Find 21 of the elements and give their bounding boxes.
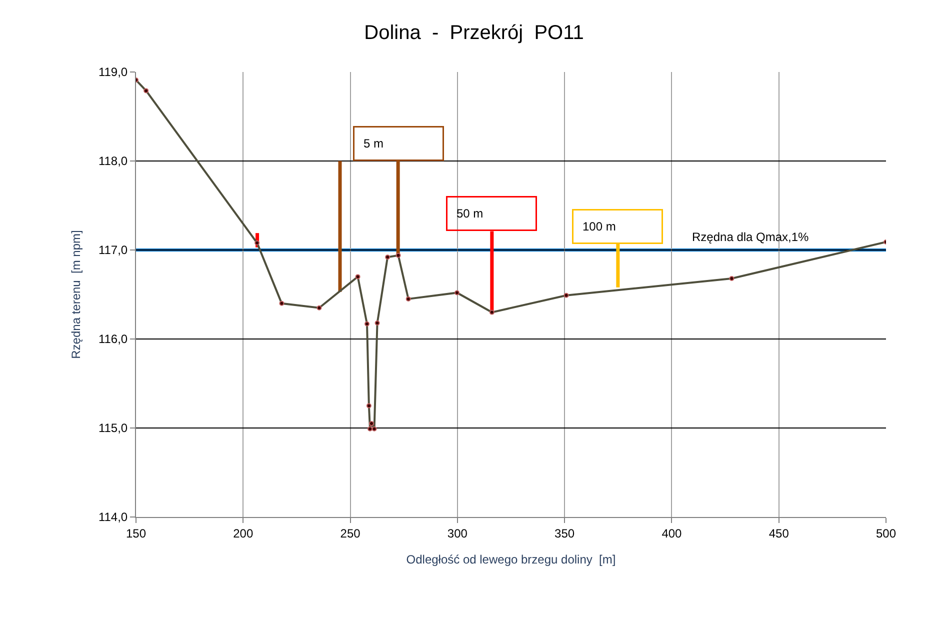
- series-label: 50 m: [456, 206, 484, 220]
- y-tick-label: 115,0: [98, 421, 128, 436]
- x-tick-label: 450: [768, 526, 790, 540]
- chart-title: Dolina - Przekrój PO11: [364, 22, 584, 44]
- series-label: 100 m: [582, 220, 616, 234]
- x-tick-label: 400: [662, 526, 682, 540]
- y-tick-label: 117,0: [98, 243, 128, 258]
- x-tick-label: 350: [554, 526, 575, 540]
- x-tick-label: 300: [447, 526, 468, 540]
- ref-line-label: Rzędna dla Qmax,1%: [692, 230, 810, 244]
- x-tick-label: 150: [126, 526, 146, 540]
- series-label: 5 m: [364, 136, 384, 150]
- x-axis-title: Odległość od lewego brzegu doliny [m]: [406, 552, 616, 566]
- x-tick-label: 200: [233, 526, 254, 540]
- y-axis-title: Rzędna terenu [m npm]: [68, 230, 83, 359]
- x-tick-label: 250: [340, 526, 361, 540]
- x-tick-label: 500: [876, 526, 896, 540]
- y-tick-label: 116,0: [98, 332, 128, 346]
- y-tick-label: 114,0: [98, 510, 128, 524]
- y-tick-label: 119,0: [98, 65, 128, 80]
- y-tick-label: 118,0: [98, 154, 128, 168]
